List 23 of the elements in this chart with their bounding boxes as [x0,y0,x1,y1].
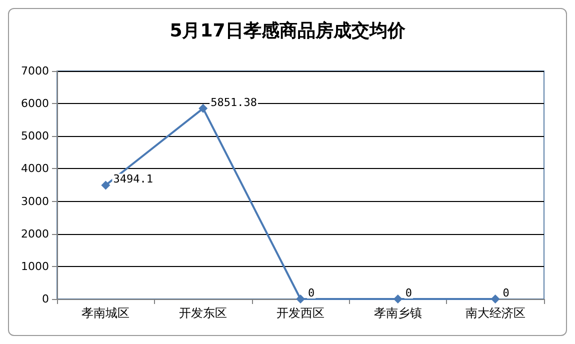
x-tick-label: 开发东区 [179,306,228,320]
y-tick-label: 3000 [21,194,49,208]
point [198,104,208,113]
point [490,294,500,304]
x-tick-label: 孝南乡镇 [374,306,422,320]
x-tick-label: 南大经济区 [465,306,526,320]
y-tick-label: 4000 [21,162,49,176]
chart-title: 5月17日孝感商品房成交均价 [170,20,406,42]
point [296,294,305,304]
data-label: 0 [405,286,412,300]
data-label: 5851.38 [210,96,257,109]
x-tick-label: 开发西区 [276,306,324,320]
y-tick-label: 0 [42,292,49,306]
y-tick-label: 7000 [21,64,49,78]
data-label: 0 [308,286,315,300]
x-tick-label: 孝南城区 [82,306,130,320]
y-tick-label: 6000 [21,97,49,110]
data-label: 0 [502,286,510,300]
y-tick-label: 1000 [21,260,49,273]
point [101,180,110,190]
data-label: 3494.1 [113,172,153,186]
y-tick-label: 5000 [21,130,49,143]
y-tick-label: 2000 [21,227,49,240]
